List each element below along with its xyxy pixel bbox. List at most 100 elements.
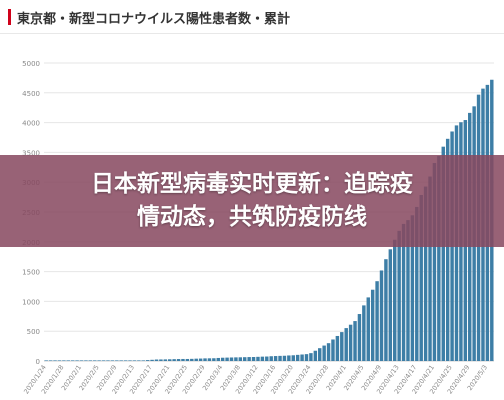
title-divider bbox=[0, 33, 504, 34]
bar bbox=[84, 360, 88, 361]
bar bbox=[437, 156, 441, 361]
bar bbox=[159, 359, 163, 361]
bar bbox=[229, 357, 234, 361]
y-tick-label: 1000 bbox=[22, 298, 40, 306]
bar bbox=[119, 360, 123, 361]
y-tick-label: 4000 bbox=[22, 120, 40, 128]
bar bbox=[251, 357, 256, 361]
bar bbox=[62, 360, 66, 361]
bar bbox=[154, 359, 159, 361]
bar bbox=[388, 249, 393, 361]
bar bbox=[220, 357, 225, 361]
bar bbox=[66, 360, 70, 361]
bar bbox=[415, 206, 419, 361]
y-tick-label: 4500 bbox=[22, 90, 40, 98]
bar bbox=[234, 357, 238, 361]
bar bbox=[331, 339, 335, 361]
bar bbox=[366, 297, 370, 361]
bar bbox=[181, 358, 185, 361]
bar bbox=[410, 215, 415, 361]
bar bbox=[309, 353, 313, 361]
bar bbox=[313, 350, 318, 361]
bar bbox=[101, 360, 106, 361]
bar bbox=[428, 176, 432, 361]
bar bbox=[384, 259, 388, 361]
bar bbox=[432, 163, 437, 361]
bar bbox=[194, 358, 198, 361]
bar bbox=[207, 358, 212, 361]
bar bbox=[260, 356, 265, 361]
bar bbox=[88, 360, 93, 361]
bar bbox=[172, 359, 176, 361]
bar bbox=[79, 360, 84, 361]
bar bbox=[198, 358, 203, 361]
bar bbox=[185, 358, 190, 361]
bar bbox=[291, 355, 295, 361]
bar bbox=[53, 360, 57, 361]
bar bbox=[370, 289, 375, 361]
bar bbox=[401, 223, 406, 361]
bar bbox=[137, 360, 141, 361]
bar bbox=[150, 359, 154, 361]
bar bbox=[163, 359, 168, 361]
bar bbox=[75, 360, 79, 361]
banner-headline-line-1: 日本新型病毒实时更新：追踪疫 bbox=[91, 171, 413, 197]
bar bbox=[357, 314, 362, 361]
bar bbox=[344, 328, 348, 361]
bar bbox=[128, 360, 132, 361]
y-tick-label: 1500 bbox=[22, 269, 40, 277]
bar bbox=[282, 355, 287, 361]
bar bbox=[445, 138, 450, 361]
bar bbox=[304, 354, 309, 361]
bar bbox=[203, 358, 207, 361]
bar bbox=[97, 360, 101, 361]
bar bbox=[44, 360, 48, 361]
y-tick-label: 0 bbox=[36, 358, 40, 366]
bar bbox=[423, 186, 428, 361]
y-tick-label: 5000 bbox=[22, 60, 40, 68]
bar bbox=[397, 230, 401, 361]
bar bbox=[93, 360, 97, 361]
title-accent-mark bbox=[8, 9, 11, 25]
bar bbox=[141, 360, 145, 361]
bar bbox=[176, 359, 181, 361]
bar bbox=[300, 354, 304, 361]
bar bbox=[269, 356, 273, 361]
bar bbox=[393, 239, 397, 361]
bar bbox=[278, 355, 282, 361]
bar bbox=[265, 356, 269, 361]
bar bbox=[256, 356, 260, 361]
banner-headline-line-2: 情动态，共筑防疫防线 bbox=[137, 204, 367, 230]
bar bbox=[441, 146, 445, 361]
bar bbox=[318, 348, 322, 361]
bar bbox=[212, 358, 216, 361]
bar bbox=[168, 359, 172, 361]
bar bbox=[225, 357, 229, 361]
bar bbox=[406, 220, 410, 361]
bar bbox=[110, 360, 115, 361]
bar bbox=[353, 321, 357, 361]
bar bbox=[273, 356, 278, 361]
bar bbox=[362, 305, 366, 361]
chart-title-bar: 東京都・新型コロナウイルス陽性患者数・累計 bbox=[8, 6, 290, 28]
y-tick-label: 3500 bbox=[22, 149, 40, 157]
bar bbox=[335, 335, 340, 361]
chart-title: 東京都・新型コロナウイルス陽性患者数・累計 bbox=[17, 11, 291, 27]
bar bbox=[70, 360, 75, 361]
bar bbox=[190, 358, 194, 361]
bar bbox=[379, 270, 384, 361]
bar bbox=[238, 357, 243, 361]
headline-banner: 日本新型病毒实时更新：追踪疫 情动态，共筑防疫防线 bbox=[0, 155, 504, 247]
bar bbox=[145, 360, 150, 361]
bar bbox=[57, 360, 62, 361]
bar bbox=[419, 194, 423, 361]
bar bbox=[123, 360, 128, 361]
bar bbox=[348, 324, 353, 361]
bar bbox=[322, 345, 326, 361]
bar bbox=[48, 360, 53, 361]
bar bbox=[115, 360, 119, 361]
y-tick-label: 500 bbox=[27, 328, 40, 336]
bar bbox=[375, 281, 379, 361]
bar bbox=[132, 360, 137, 361]
